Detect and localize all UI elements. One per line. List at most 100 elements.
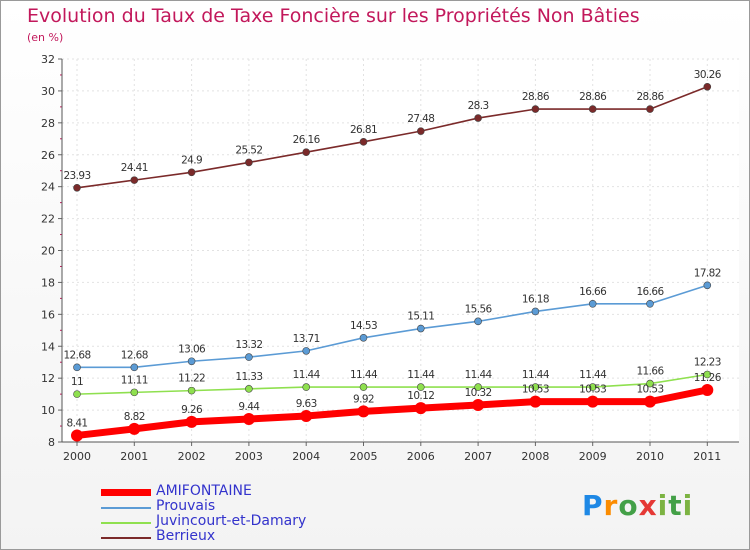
data-label-amifontaine: 8.41	[67, 417, 88, 429]
legend-label-berrieux: Berrieux	[156, 528, 216, 544]
y-tick-label: 28	[41, 117, 55, 130]
data-point-prouvais	[474, 317, 482, 326]
data-label-prouvais: 15.11	[407, 311, 434, 323]
y-tick-label: 20	[41, 245, 55, 258]
data-label-juvincourt-et-damary: 11.44	[522, 369, 550, 381]
data-labels: 23.93 24.41 24.9 25.52 26.16 26.81 27.48 28.3 28…	[63, 69, 722, 430]
legend-label-prouvais: Prouvais	[156, 498, 216, 514]
data-point-juvincourt-et-damary	[474, 383, 482, 391]
series-line-juvincourt-et-damary	[76, 373, 709, 395]
chart-subtitle: (en %)	[27, 31, 64, 44]
data-label-amifontaine: 9.63	[296, 398, 317, 410]
data-label-amifontaine: 11.26	[694, 372, 722, 384]
series-line-berrieux	[76, 85, 709, 189]
data-label-juvincourt-et-damary: 11.22	[178, 373, 205, 385]
data-point-berrieux	[130, 176, 139, 184]
x-tick-label: 2004	[292, 450, 320, 463]
legend: AMIFONTAINE Prouvais Juvincourt-et-Damar…	[101, 483, 361, 545]
logo-letter: r	[603, 489, 619, 522]
data-label-prouvais: 16.18	[522, 293, 549, 305]
series-group	[71, 82, 714, 442]
data-label-prouvais: 16.66	[579, 286, 607, 298]
data-label-amifontaine: 8.82	[124, 411, 145, 423]
data-point-prouvais	[73, 363, 81, 372]
data-label-juvincourt-et-damary: 11.44	[579, 369, 607, 381]
x-tick-label: 2010	[636, 450, 664, 463]
legend-label-juvincourt: Juvincourt-et-Damary	[156, 513, 307, 529]
legend-item-berrieux: Berrieux	[101, 528, 361, 545]
data-point-amifontaine	[357, 405, 370, 418]
data-label-berrieux: 28.86	[636, 91, 664, 103]
logo-letter: x	[638, 489, 658, 522]
data-point-berrieux	[416, 127, 425, 135]
data-point-amifontaine	[414, 402, 427, 415]
data-point-amifontaine	[185, 415, 198, 428]
x-tick-label: 2006	[407, 450, 435, 463]
data-label-amifontaine: 10.32	[465, 387, 492, 399]
data-label-amifontaine: 10.53	[579, 384, 606, 396]
legend-swatch-amifontaine	[101, 489, 151, 496]
data-point-amifontaine	[242, 413, 255, 426]
data-point-amifontaine	[71, 429, 83, 442]
data-point-berrieux	[703, 82, 712, 91]
data-label-berrieux: 23.93	[63, 170, 90, 182]
legend-swatch-juvincourt	[101, 522, 151, 524]
y-tick-label: 26	[41, 149, 55, 162]
y-tick-label: 32	[41, 53, 55, 66]
y-tick-label: 8	[48, 436, 55, 449]
y-tick-label: 30	[41, 85, 55, 98]
data-label-prouvais: 17.82	[694, 267, 721, 279]
plot-background	[62, 59, 739, 442]
data-label-juvincourt-et-damary: 11.44	[465, 369, 493, 381]
data-point-juvincourt-et-damary	[302, 383, 311, 391]
legend-swatch-prouvais	[101, 507, 151, 509]
data-point-prouvais	[588, 300, 597, 308]
logo-letter: i	[657, 489, 669, 522]
grid	[62, 58, 739, 443]
series-line-prouvais	[76, 284, 709, 369]
data-label-prouvais: 13.71	[293, 333, 320, 345]
data-point-berrieux	[646, 105, 654, 113]
logo-letter: t	[668, 489, 683, 522]
data-label-berrieux: 28.3	[468, 100, 489, 112]
y-tick-label: 24	[41, 181, 55, 194]
data-point-amifontaine	[586, 395, 599, 408]
data-point-berrieux	[359, 138, 368, 146]
data-point-prouvais	[245, 353, 253, 361]
data-point-juvincourt-et-damary	[416, 383, 425, 391]
data-point-juvincourt-et-damary	[531, 383, 540, 391]
data-point-prouvais	[130, 363, 139, 372]
data-point-juvincourt-et-damary	[187, 386, 196, 395]
legend-item-amifontaine: AMIFONTAINE	[101, 483, 361, 500]
data-label-juvincourt-et-damary: 11.44	[407, 369, 435, 381]
axes: 8 10 12 14 16 18 20 22 24 26 28 30 32 2000 2001 2002 200…	[41, 53, 739, 463]
logo-letter: P	[582, 489, 604, 522]
data-label-prouvais: 12.68	[63, 349, 90, 361]
data-label-amifontaine: 9.26	[181, 404, 203, 416]
data-label-prouvais: 15.56	[465, 303, 493, 315]
y-tick-label: 12	[41, 372, 55, 385]
data-point-amifontaine	[529, 395, 542, 408]
x-tick-label: 2003	[235, 450, 263, 463]
data-point-prouvais	[416, 324, 425, 333]
data-point-prouvais	[703, 281, 712, 290]
data-point-prouvais	[531, 307, 540, 316]
data-point-juvincourt-et-damary	[245, 385, 253, 393]
y-tick-label: 10	[41, 404, 55, 417]
data-label-amifontaine: 10.12	[407, 390, 434, 402]
legend-item-prouvais: Prouvais	[101, 498, 361, 515]
x-tick-label: 2000	[63, 450, 91, 463]
y-tick-label: 18	[41, 276, 55, 289]
data-point-juvincourt-et-damary	[130, 388, 139, 397]
data-label-amifontaine: 10.53	[522, 384, 549, 396]
data-label-amifontaine: 9.44	[238, 401, 260, 413]
data-label-prouvais: 16.66	[636, 286, 664, 298]
data-label-berrieux: 26.81	[350, 124, 377, 136]
data-point-amifontaine	[644, 395, 656, 408]
x-tick-label: 2002	[178, 450, 206, 463]
y-tick-label: 16	[41, 308, 55, 321]
data-point-berrieux	[588, 105, 597, 113]
data-point-prouvais	[359, 333, 368, 342]
